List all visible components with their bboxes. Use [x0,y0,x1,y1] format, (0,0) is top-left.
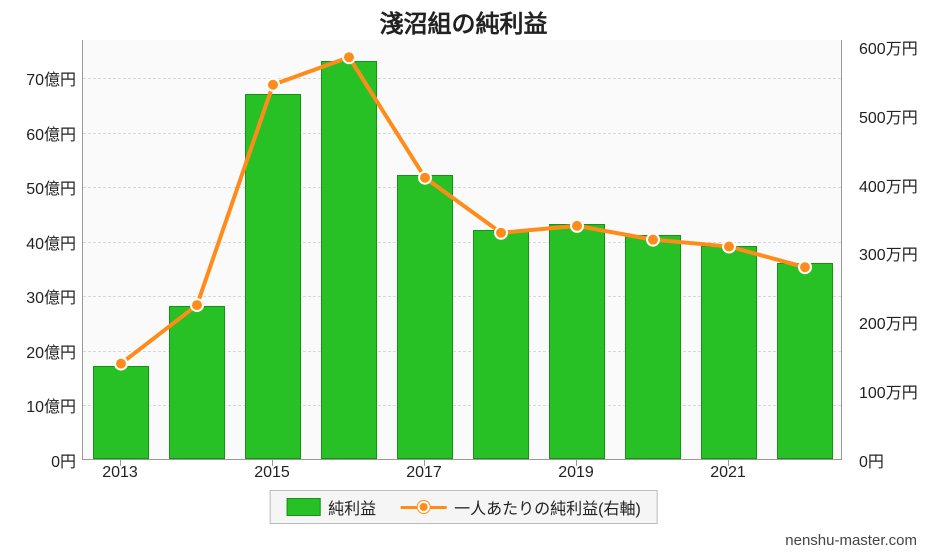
x-tick-label: 2017 [394,464,454,482]
grid-line [83,242,841,243]
y2-tick-label: 100万円 [851,379,927,403]
y1-tick-label: 70億円 [0,66,76,90]
watermark: nenshu-master.com [785,532,917,549]
bar [245,94,301,459]
bar [397,175,453,459]
chart-container: 淺沼組の純利益 0円 10億円 20億円 30億円 40億円 50億円 60億円 70億円 0… [0,0,927,555]
x-tick-label: 2019 [546,464,606,482]
y1-tick-label: 40億円 [0,230,76,254]
bar-swatch-icon [286,498,320,516]
grid-line [83,78,841,79]
bar [473,230,529,459]
x-tick-label: 2021 [698,464,758,482]
bar [321,61,377,459]
bar [777,263,833,459]
grid-line [83,133,841,134]
x-tick-label: 2015 [242,464,302,482]
legend-item-line: 一人あたりの純利益(右軸) [400,495,641,519]
y1-tick-label: 50億円 [0,175,76,199]
y2-tick-label: 500万円 [851,104,927,128]
legend-bar-label: 純利益 [328,495,376,519]
y1-tick-label: 0円 [0,448,76,472]
grid-line [83,187,841,188]
y1-tick-label: 60億円 [0,121,76,145]
y1-tick-label: 10億円 [0,393,76,417]
bar [549,224,605,459]
y2-tick-label: 600万円 [851,35,927,59]
line-marker [267,79,279,91]
y1-tick-label: 30億円 [0,284,76,308]
legend: 純利益 一人あたりの純利益(右軸) [269,490,658,524]
y2-tick-label: 300万円 [851,241,927,265]
x-tick-label: 2013 [90,464,150,482]
y1-tick-label: 20億円 [0,339,76,363]
bar [169,306,225,459]
bar [93,366,149,459]
chart-title: 淺沼組の純利益 [0,4,927,39]
bar [701,246,757,459]
legend-line-label: 一人あたりの純利益(右軸) [454,495,641,519]
plot-area [82,40,842,460]
legend-item-bar: 純利益 [286,495,376,519]
line-swatch-icon [400,500,446,514]
bar [625,235,681,459]
y2-tick-label: 200万円 [851,310,927,334]
y2-tick-label: 400万円 [851,173,927,197]
y2-tick-label: 0円 [851,448,927,472]
